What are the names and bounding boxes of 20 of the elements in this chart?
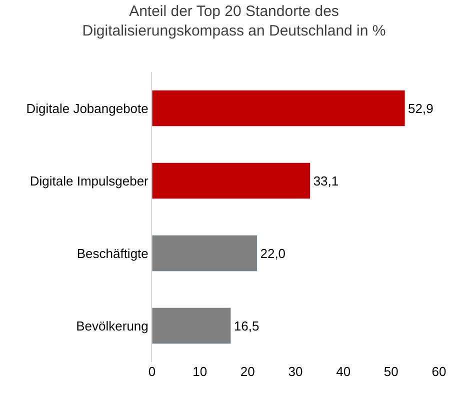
x-tick-label: 10: [192, 364, 208, 379]
x-tick-label: 40: [336, 364, 351, 379]
x-tick-label: 0: [148, 364, 156, 379]
data-label: 16,5: [234, 318, 260, 334]
y-tick-label: Beschäftigte: [76, 246, 148, 261]
bar: [152, 234, 258, 272]
y-tick-label: Bevölkerung: [76, 318, 148, 334]
y-tick-label: Digitale Impulsgeber: [30, 173, 150, 188]
data-label: 33,1: [313, 173, 339, 188]
x-tick-label: 20: [240, 364, 255, 379]
bar: [152, 307, 232, 344]
x-tick-label: 50: [384, 364, 398, 379]
y-tick-label: Digitale Jobangebote: [26, 100, 148, 116]
chart-title: Anteil der Top 20 Standorte des Digitalisierungskompass an Deutschland in %: [82, 2, 386, 40]
data-label: 22,0: [260, 246, 286, 261]
bar: [152, 90, 406, 127]
x-tick-label: 60: [432, 364, 446, 379]
bar: [152, 162, 311, 200]
x-tick-label: 30: [288, 364, 303, 379]
data-label: 52,9: [408, 100, 434, 116]
